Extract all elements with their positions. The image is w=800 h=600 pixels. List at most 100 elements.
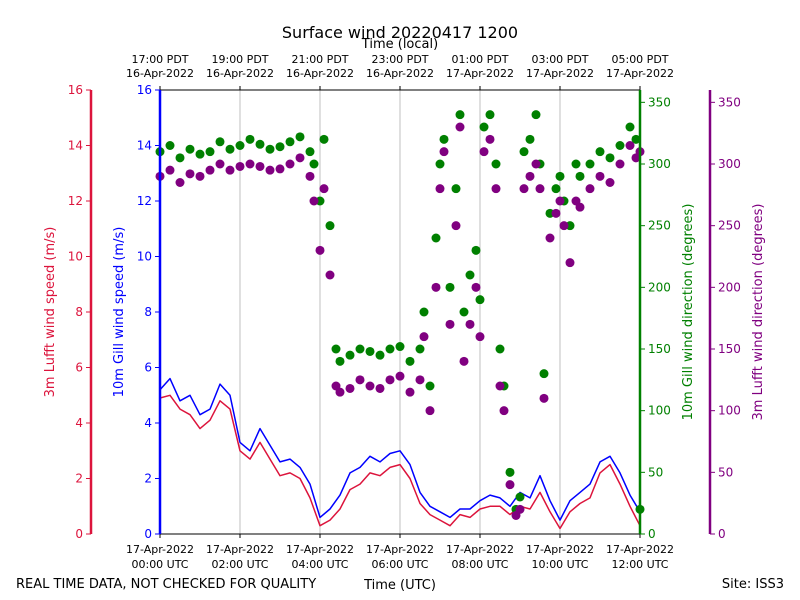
gill_speed-tick-label: 8 <box>144 305 152 319</box>
point <box>595 147 605 157</box>
bottom-tick-time: 08:00 UTC <box>451 558 508 571</box>
point <box>345 383 355 393</box>
point <box>395 342 405 352</box>
series-line <box>159 377 641 521</box>
point <box>445 319 455 329</box>
top-tick-date: 16-Apr-2022 <box>366 67 434 80</box>
top-tick-date: 17-Apr-2022 <box>446 67 514 80</box>
point <box>505 467 515 477</box>
point <box>205 165 215 175</box>
point <box>625 141 635 150</box>
gill_dir-tick-label: 50 <box>648 465 663 479</box>
gill_dir-tick-label: 350 <box>648 95 671 109</box>
top-tick-time: 23:00 PDT <box>371 53 428 66</box>
point <box>305 147 315 157</box>
point <box>479 147 489 157</box>
lufft_dir-tick-label: 350 <box>718 95 741 109</box>
lufft_speed-tick-label: 4 <box>75 416 83 430</box>
bottom-tick-time: 12:00 UTC <box>611 558 668 571</box>
point <box>295 153 305 163</box>
point <box>165 165 175 175</box>
lufft_dir-tick-label: 50 <box>718 465 733 479</box>
top-axis-label: Time (local) <box>361 37 438 52</box>
point <box>545 233 555 243</box>
point <box>519 184 529 194</box>
point <box>295 132 305 142</box>
point <box>319 184 329 194</box>
lufft_speed-tick-label: 6 <box>75 361 83 375</box>
point <box>185 169 195 179</box>
point <box>471 282 481 292</box>
point <box>275 164 285 174</box>
point <box>375 383 385 393</box>
bottom-tick-date: 17-Apr-2022 <box>526 543 594 556</box>
lufft_speed-tick-label: 2 <box>75 472 83 486</box>
point <box>495 381 505 391</box>
point <box>235 161 245 171</box>
gill_speed-tick-label: 12 <box>137 194 152 208</box>
point <box>431 282 441 292</box>
point <box>395 371 405 381</box>
top-tick-date: 16-Apr-2022 <box>126 67 194 80</box>
point <box>405 356 415 366</box>
point <box>175 153 185 163</box>
top-tick-time: 17:00 PDT <box>131 53 188 66</box>
point <box>475 332 485 342</box>
point <box>455 110 465 120</box>
gill-speed-axis: 0 2 4 6 8 10 12 14 16 10m Gill wind speed (m/s) <box>112 83 162 541</box>
point <box>235 141 245 150</box>
point <box>519 147 529 157</box>
point <box>285 159 295 169</box>
bottom-tick-date: 17-Apr-2022 <box>366 543 434 556</box>
point <box>165 141 175 150</box>
gill_dir-tick-label: 100 <box>648 404 671 418</box>
gill_speed-tick-label: 2 <box>144 472 152 486</box>
gill_speed-tick-label: 6 <box>144 361 152 375</box>
chart-title: Surface wind 20220417 1200 <box>282 23 518 42</box>
point <box>319 134 329 144</box>
point <box>385 375 395 385</box>
top-tick-time: 03:00 PDT <box>531 53 588 66</box>
bottom-tick-date: 17-Apr-2022 <box>606 543 674 556</box>
point <box>305 171 315 181</box>
top-tick-time: 05:00 PDT <box>611 53 668 66</box>
point <box>355 375 365 385</box>
lufft-speed-axis: 0 2 4 6 8 10 12 14 16 3m Lufft wind speed (m/s) <box>43 83 93 541</box>
bottom-tick-date: 17-Apr-2022 <box>206 543 274 556</box>
point <box>475 295 485 305</box>
point <box>365 381 375 391</box>
top-tick-time: 19:00 PDT <box>211 53 268 66</box>
point <box>245 134 255 144</box>
point <box>425 406 435 416</box>
point <box>205 147 215 157</box>
point <box>555 171 565 181</box>
point <box>325 270 335 280</box>
lufft_speed-axis-label: 3m Lufft wind speed (m/s) <box>43 227 58 398</box>
point <box>551 208 561 218</box>
point <box>595 171 605 181</box>
point <box>559 221 569 231</box>
lufft_speed-tick-label: 10 <box>68 250 83 264</box>
point <box>531 159 541 169</box>
point <box>515 504 525 514</box>
gill_speed-tick-label: 14 <box>137 139 152 153</box>
point <box>631 134 641 144</box>
x-axis-label: Time (UTC) <box>363 578 436 593</box>
point <box>525 134 535 144</box>
point <box>551 184 561 194</box>
point <box>385 344 395 354</box>
bottom-tick-time: 10:00 UTC <box>531 558 588 571</box>
lufft_dir-tick-label: 250 <box>718 219 741 233</box>
point <box>195 171 205 181</box>
lufft_dir-tick-label: 100 <box>718 404 741 418</box>
speed-lines <box>159 377 641 530</box>
gill_dir-tick-label: 0 <box>648 527 656 541</box>
bottom-tick-date: 17-Apr-2022 <box>126 543 194 556</box>
point <box>491 159 501 169</box>
direction-points <box>155 110 645 520</box>
top-tick-date: 16-Apr-2022 <box>286 67 354 80</box>
point <box>265 144 275 154</box>
